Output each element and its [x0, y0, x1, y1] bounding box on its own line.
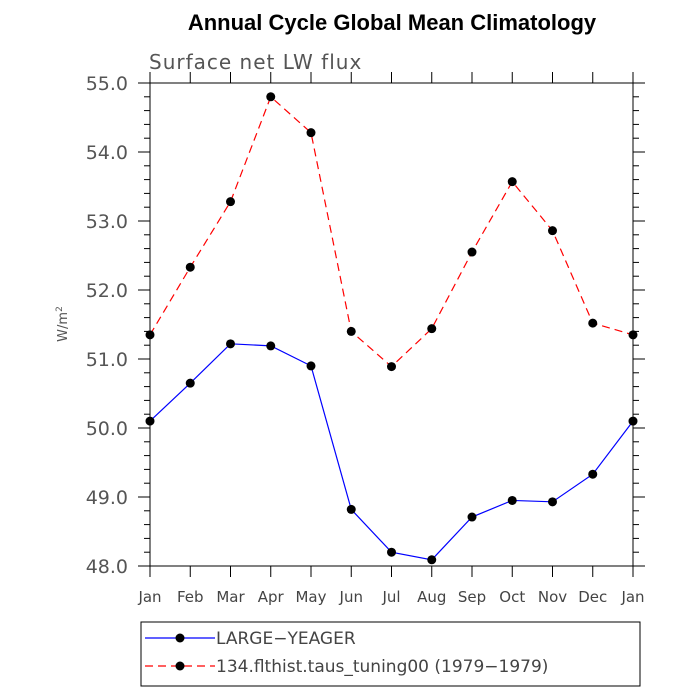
legend-box — [140, 621, 641, 687]
data-point-series-2 — [266, 92, 276, 102]
legend-marker-1 — [175, 633, 185, 643]
x-tick-label: Jul — [381, 588, 400, 606]
x-tick-label: Apr — [258, 588, 285, 606]
data-point-series-1 — [387, 547, 396, 557]
y-axis-label-superscript: 2 — [55, 306, 65, 312]
data-point-series-2 — [427, 324, 437, 334]
x-tick-label: Feb — [177, 588, 204, 606]
data-point-series-2 — [588, 318, 598, 328]
x-tick-label: Jan — [137, 588, 161, 606]
y-tick-label: 51.0 — [86, 349, 128, 371]
data-point-series-2 — [507, 177, 517, 187]
data-point-series-2 — [145, 330, 155, 340]
x-tick-label: Jun — [339, 588, 363, 606]
y-tick-label: 53.0 — [86, 211, 128, 233]
data-point-series-1 — [467, 512, 477, 522]
y-tick-label: 55.0 — [86, 73, 128, 95]
series-line-1 — [149, 343, 634, 561]
data-point-series-1 — [588, 469, 598, 479]
data-point-series-1 — [628, 416, 638, 426]
data-point-series-1 — [145, 416, 155, 426]
x-tick-label: Mar — [216, 588, 245, 606]
x-tick-label: Jan — [620, 588, 644, 606]
chart-title: Annual Cycle Global Mean Climatology — [188, 10, 597, 35]
data-point-series-2 — [226, 197, 235, 207]
x-tick-label: Dec — [578, 588, 607, 606]
legend-marker-2 — [175, 661, 185, 671]
plot-area: 48.0 49.0 50.0 51.0 52.0 53.0 54.0 55.0 Jan Feb Ma… — [86, 72, 645, 606]
x-tick-label: Sep — [458, 588, 486, 606]
legend-label-1: LARGE−YEAGER — [216, 629, 356, 649]
x-tick-label: May — [295, 588, 326, 606]
data-point-series-2 — [185, 262, 195, 272]
data-point-series-2 — [628, 330, 638, 340]
y-tick-label: 52.0 — [86, 280, 128, 302]
legend-label-2: 134.flthist.taus_tuning00 (1979−1979) — [216, 657, 548, 677]
legend: LARGE−YEAGER 134.flthist.taus_tuning00 (1… — [140, 621, 641, 687]
data-point-series-2 — [387, 362, 396, 372]
x-tick-label: Nov — [538, 588, 567, 606]
data-point-series-1 — [226, 339, 235, 349]
y-axis-label: W/m2 — [55, 306, 71, 342]
y-tick-label: 48.0 — [86, 556, 128, 578]
y-tick-label: 49.0 — [86, 487, 128, 509]
data-point-series-1 — [507, 495, 517, 505]
data-point-series-1 — [185, 378, 195, 388]
data-point-series-1 — [346, 504, 356, 514]
data-point-series-1 — [427, 555, 437, 565]
y-axis-label-text: W/m — [56, 312, 71, 342]
x-tick-label: Aug — [417, 588, 446, 606]
data-point-series-2 — [467, 247, 477, 257]
series-line-2 — [149, 95, 634, 368]
y-tick-label: 54.0 — [86, 142, 128, 164]
plot-frame — [149, 82, 634, 567]
data-point-series-2 — [548, 226, 557, 236]
chart-subtitle: Surface net LW flux — [149, 50, 362, 74]
data-point-series-2 — [306, 128, 316, 138]
data-point-series-2 — [346, 326, 356, 336]
y-tick-label: 50.0 — [86, 418, 128, 440]
x-tick-label: Oct — [499, 588, 525, 606]
data-point-series-1 — [306, 361, 316, 371]
data-point-series-1 — [266, 341, 276, 351]
data-point-series-1 — [548, 497, 557, 507]
